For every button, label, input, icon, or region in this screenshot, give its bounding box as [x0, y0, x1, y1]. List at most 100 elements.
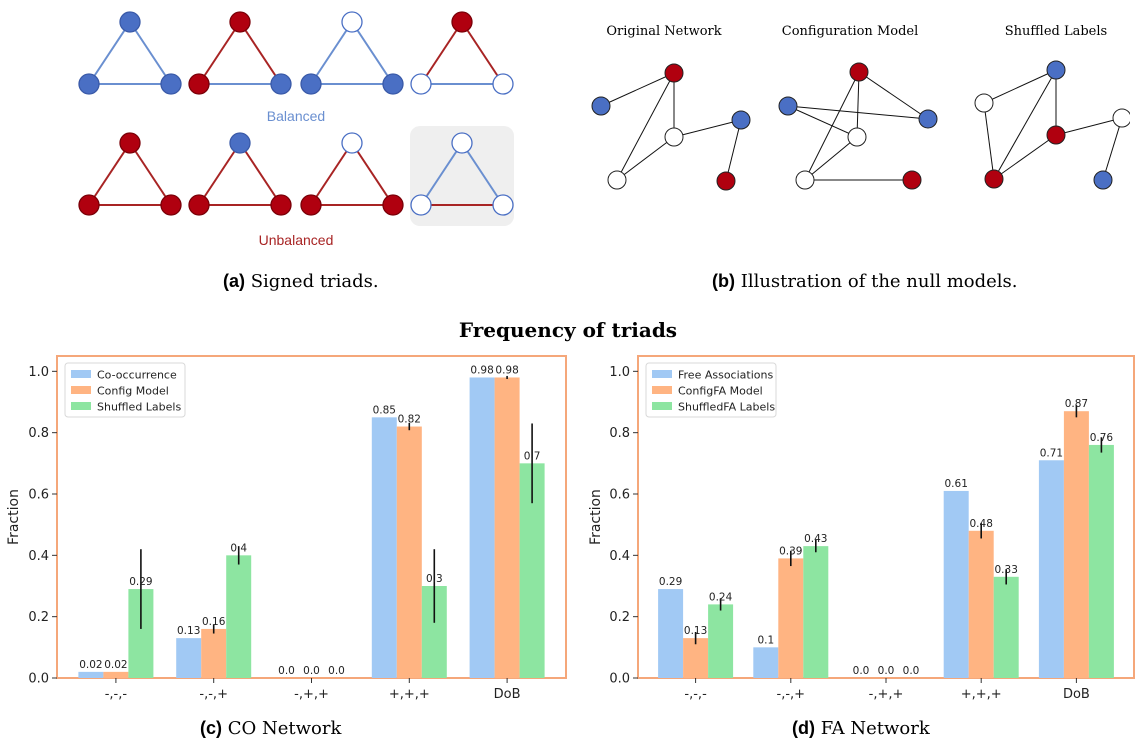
triad-node: [270, 194, 292, 216]
triad-node: [119, 11, 141, 33]
network-node: [778, 96, 798, 116]
bar-value-label: 0.0: [303, 665, 320, 677]
triad-node: [78, 194, 100, 216]
network-edge: [787, 105, 858, 138]
bar-value-label: 0.02: [104, 659, 127, 671]
caption-b: (b) Illustration of the null models.: [712, 271, 1018, 292]
highlight-box: [410, 126, 514, 226]
network-edge: [993, 69, 1057, 180]
network-edge: [787, 105, 929, 120]
triad-edge: [198, 21, 241, 85]
triad-edge: [239, 142, 282, 206]
triad-edge: [88, 142, 131, 206]
y-tick-label: 0.4: [28, 549, 49, 564]
x-tick-label: -,-,-: [684, 687, 707, 702]
network-graph: [974, 60, 1130, 190]
triad-node: [78, 73, 100, 95]
bar-value-label: 0.29: [659, 576, 682, 588]
triad-node: [160, 194, 182, 216]
network-edge: [616, 136, 675, 181]
network-edge: [983, 102, 995, 180]
caption-c-tag: (c): [200, 718, 222, 738]
network-edge: [804, 136, 858, 181]
y-tick-label: 1.0: [28, 365, 49, 380]
triad-node: [451, 132, 473, 154]
bar-value-label: 0.02: [79, 659, 102, 671]
triad-edge: [310, 142, 353, 206]
triad: [78, 11, 182, 95]
bar: [371, 417, 397, 678]
legend-entry: Config Model: [97, 385, 169, 398]
bar: [78, 671, 104, 678]
unbalanced-label: Unbalanced: [259, 232, 334, 248]
network-node: [664, 63, 684, 83]
legend-swatch: [71, 386, 91, 394]
bar: [1063, 411, 1089, 678]
x-tick-label: -,-,+: [199, 687, 228, 702]
bar: [1088, 444, 1114, 678]
x-tick-label: DoB: [494, 687, 521, 702]
y-tick-label: 0.0: [28, 672, 49, 687]
network-node: [731, 110, 751, 130]
y-axis-label: Fraction: [588, 489, 604, 545]
y-tick-label: 0.4: [609, 549, 630, 564]
legend-box: [645, 362, 777, 418]
x-tick-label: -,-,-: [105, 687, 128, 702]
bar-value-label: 0.0: [903, 665, 920, 677]
y-tick-label: 0.8: [28, 426, 49, 441]
caption-a: (a) Signed triads.: [223, 271, 379, 292]
bar-value-label: 0.48: [970, 518, 993, 530]
bar-value-label: 0.76: [1090, 432, 1114, 444]
legend-entry: Free Associations: [678, 369, 773, 382]
bar: [176, 638, 202, 678]
triad-edge: [351, 21, 394, 85]
triad-node: [300, 194, 322, 216]
caption-d: (d) FA Network: [792, 718, 930, 739]
y-tick-label: 0.6: [609, 488, 630, 503]
bar-value-label: 0.1: [757, 634, 774, 646]
bar-value-label: 0.61: [945, 478, 968, 490]
legend-entry: ConfigFA Model: [678, 385, 763, 398]
network-node: [1046, 125, 1066, 145]
legend-entry: Shuffled Labels: [97, 401, 181, 414]
caption-b-tag: (b): [712, 271, 735, 291]
bar-value-label: 0.98: [495, 364, 518, 376]
x-tick-label: DoB: [1063, 687, 1090, 702]
triad-edge: [310, 21, 353, 85]
triad-node: [188, 194, 210, 216]
bar: [993, 576, 1019, 678]
bar-value-label: 0.16: [202, 616, 226, 628]
legend-swatch: [652, 370, 672, 378]
network-node: [664, 127, 684, 147]
bar: [469, 377, 495, 678]
x-tick-label: -,+,+: [294, 687, 329, 702]
triad-node: [341, 11, 363, 33]
triad-edge: [239, 21, 282, 85]
caption-b-text: Illustration of the null models.: [734, 271, 1018, 292]
y-tick-label: 0.2: [609, 610, 630, 625]
triad-edge: [420, 142, 463, 206]
main-title: Frequency of triads: [458, 318, 678, 342]
y-tick-label: 0.0: [609, 672, 630, 687]
bar: [753, 647, 779, 678]
bar: [494, 377, 520, 678]
bar-value-label: 0.7: [524, 450, 541, 462]
triad-node: [229, 11, 251, 33]
network-node: [1093, 170, 1113, 190]
bar: [943, 490, 969, 678]
triad-node: [410, 194, 432, 216]
signed-triads-figure: Balanced Unbalanced: [78, 11, 514, 248]
network-node: [1112, 108, 1130, 128]
network-edge: [856, 71, 860, 138]
triad-edge: [129, 21, 172, 85]
triad-node: [382, 73, 404, 95]
bar: [803, 546, 829, 678]
triad: [300, 11, 404, 95]
bar-value-label: 0.0: [853, 665, 870, 677]
y-tick-label: 0.8: [609, 426, 630, 441]
bar-value-label: 0.71: [1040, 447, 1063, 459]
bar-value-label: 0.39: [779, 545, 802, 557]
caption-c: (c) CO Network: [200, 718, 341, 739]
legend-swatch: [652, 386, 672, 394]
legend-entry: ShuffledFA Labels: [678, 401, 775, 414]
